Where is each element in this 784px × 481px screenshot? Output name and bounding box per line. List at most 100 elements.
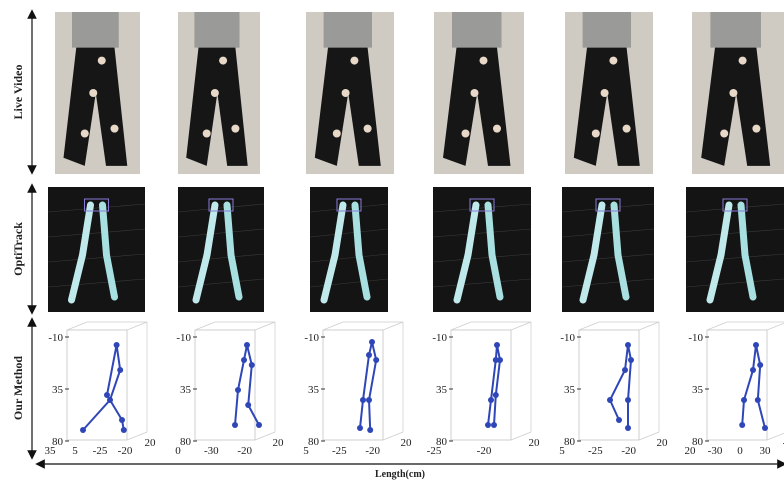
x-tick-label: 0	[175, 445, 181, 457]
y-tick-label: 35	[308, 384, 320, 396]
joint	[485, 422, 491, 428]
skeleton-line	[742, 345, 765, 428]
y-tick-label: 80	[180, 436, 192, 448]
optitrack-render	[433, 187, 531, 312]
y-tick-label: -10	[688, 332, 703, 344]
joint	[753, 342, 759, 348]
x-tick-label: 30	[760, 445, 772, 457]
method-plot: -1035805-25-2020	[303, 322, 412, 457]
optitrack-render	[562, 187, 654, 312]
optitrack-render	[178, 187, 264, 312]
row-label: Our Method	[11, 356, 25, 420]
x-tick-label: 20	[657, 437, 669, 449]
x-tick-label: 5	[72, 445, 78, 457]
render-bg	[310, 187, 388, 312]
x-tick-label: 20	[529, 437, 541, 449]
joint	[121, 427, 127, 433]
marker-ball	[729, 89, 737, 97]
marker-ball	[493, 125, 501, 133]
joint	[232, 422, 238, 428]
y-tick-label: 35	[180, 384, 192, 396]
x-tick-label: 35	[45, 445, 57, 457]
joint	[366, 352, 372, 358]
marker-ball	[480, 57, 488, 65]
marker-ball	[623, 125, 631, 133]
joint	[107, 397, 113, 403]
marker-ball	[231, 125, 239, 133]
joint	[625, 397, 631, 403]
joint	[762, 425, 768, 431]
plot-box-depth	[707, 322, 784, 440]
shirt	[452, 12, 502, 48]
marker-ball	[81, 130, 89, 138]
y-tick-label: -10	[48, 332, 63, 344]
joint	[488, 397, 494, 403]
render-bg	[433, 187, 531, 312]
render-bg	[686, 187, 784, 312]
y-tick-label: 80	[308, 436, 320, 448]
live-video-photo	[434, 12, 524, 174]
marker-ball	[219, 57, 227, 65]
shirt	[72, 12, 119, 48]
shirt	[710, 12, 761, 48]
joint	[494, 342, 500, 348]
skeleton-line	[235, 345, 259, 425]
joint	[256, 422, 262, 428]
shirt	[324, 12, 372, 48]
x-tick-label: -20	[237, 445, 252, 457]
joint	[491, 422, 497, 428]
marker-ball	[471, 89, 479, 97]
marker-ball	[203, 130, 211, 138]
joint	[235, 387, 241, 393]
row-label: OptiTrack	[11, 222, 25, 276]
plot-box-depth	[323, 322, 403, 440]
joint	[616, 417, 622, 423]
optitrack-render	[310, 187, 388, 312]
joint	[493, 357, 499, 363]
joint	[245, 402, 251, 408]
joint	[369, 339, 375, 345]
y-tick-label: -10	[304, 332, 319, 344]
marker-ball	[342, 89, 350, 97]
marker-ball	[462, 130, 470, 138]
live-video-photo	[565, 12, 653, 174]
optitrack-render	[48, 187, 145, 312]
joint	[367, 427, 373, 433]
marker-ball	[752, 125, 760, 133]
plot-box	[451, 330, 511, 440]
render-bg	[178, 187, 264, 312]
joint	[755, 397, 761, 403]
x-tick-label: 20	[273, 437, 285, 449]
x-tick-label: -25	[332, 445, 347, 457]
marker-ball	[350, 57, 358, 65]
joint	[607, 397, 613, 403]
joint	[741, 397, 747, 403]
x-tick-label: -25	[588, 445, 603, 457]
marker-ball	[739, 57, 747, 65]
marker-ball	[111, 125, 119, 133]
y-tick-label: 35	[52, 384, 64, 396]
joint	[622, 367, 628, 373]
y-tick-label: 35	[564, 384, 576, 396]
x-tick-label: 20	[145, 437, 157, 449]
y-tick-label: 35	[436, 384, 448, 396]
live-video-photo	[55, 12, 140, 174]
x-tick-label: 20	[685, 445, 697, 457]
joint	[360, 397, 366, 403]
marker-ball	[601, 89, 609, 97]
optitrack-render	[686, 187, 784, 312]
y-tick-label: 35	[692, 384, 704, 396]
joint	[739, 422, 745, 428]
x-axis-label: Length(cm)	[375, 469, 425, 480]
joint	[80, 427, 86, 433]
joint	[357, 425, 363, 431]
plot-box-depth	[451, 322, 531, 440]
x-tick-label: -20	[365, 445, 380, 457]
render-bg	[48, 187, 145, 312]
skeleton-line	[488, 345, 500, 425]
joint	[625, 425, 631, 431]
marker-ball	[333, 130, 341, 138]
